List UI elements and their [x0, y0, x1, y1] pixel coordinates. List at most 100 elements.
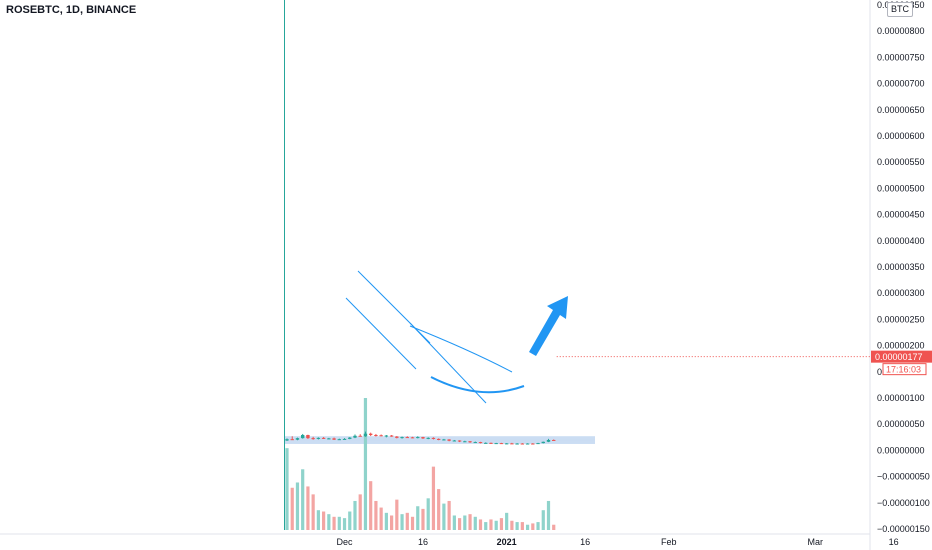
volume-bar — [541, 510, 545, 530]
candle-body — [306, 434, 310, 439]
volume-bar — [536, 522, 540, 530]
candle-body — [384, 435, 389, 437]
volume-bar — [494, 520, 498, 530]
candle-body — [337, 439, 341, 441]
y-tick-label: 0.00000600 — [877, 131, 925, 141]
candle-body — [353, 435, 357, 438]
candle-body — [327, 438, 331, 440]
channel-line-mid — [409, 322, 487, 404]
volume-bar — [358, 494, 362, 530]
countdown-tag — [882, 363, 927, 376]
last-price-label: 0.00000177 — [875, 352, 923, 362]
candle-body — [484, 442, 488, 444]
last-price-tag — [871, 350, 932, 363]
volume-bar — [327, 514, 331, 530]
candle-body — [348, 437, 352, 439]
volume-bar — [416, 506, 420, 530]
y-tick-label: 0.00000300 — [877, 288, 925, 298]
candle-body — [478, 442, 483, 444]
candle-body — [541, 441, 545, 444]
volume-bar — [384, 512, 388, 530]
candle-body — [473, 442, 477, 444]
volume-bar — [510, 520, 514, 530]
x-tick-label: Mar — [807, 537, 823, 547]
candle-body — [395, 436, 399, 438]
y-tick-label: 0.00000500 — [877, 183, 925, 193]
candle-body — [410, 437, 415, 439]
volume-bar — [442, 503, 446, 530]
volume-bar — [531, 523, 535, 530]
y-tick-label: 0.00000200 — [877, 341, 925, 351]
volume-bar — [374, 500, 378, 530]
y-tick-label: 0.00000650 — [877, 105, 925, 115]
volume-bar — [489, 519, 493, 530]
volume-bar — [426, 498, 430, 530]
volume-bar — [353, 500, 357, 530]
candle-body — [295, 438, 300, 440]
y-tick-label: −0.00000050 — [877, 472, 930, 482]
volume-bar — [520, 522, 524, 530]
y-tick-label: 0.00000000 — [877, 445, 925, 455]
volume-bar — [468, 514, 472, 530]
volume-bar — [478, 519, 483, 530]
volume-bar — [311, 494, 315, 530]
candle-body — [463, 441, 467, 443]
symbol-title: ROSEBTC, 1D, BINANCE — [6, 4, 137, 16]
candle-body — [285, 439, 289, 441]
countdown-label: 17:16:03 — [886, 365, 921, 375]
x-tick-label: 16 — [418, 537, 428, 547]
y-tick-label: 0.00000750 — [877, 52, 925, 62]
candle-body — [316, 437, 321, 439]
candle-body — [431, 437, 436, 439]
volume-bar — [400, 514, 404, 530]
volume-bar — [515, 522, 519, 530]
volume-bar — [452, 515, 456, 530]
candle-body — [332, 438, 336, 440]
horizontal-zone — [285, 436, 595, 441]
y-tick-label: 0.00000250 — [877, 314, 925, 324]
volume-bar — [316, 510, 320, 530]
candle-body — [290, 439, 294, 441]
candle-body — [536, 443, 540, 445]
y-tick-label: 0.00000050 — [877, 419, 925, 429]
candle-body — [546, 439, 551, 442]
volume-bar — [290, 487, 294, 530]
candle-body — [510, 443, 514, 445]
x-tick-label: 2021 — [497, 537, 517, 547]
candle-body — [436, 438, 441, 440]
candle-body — [363, 433, 368, 437]
candle-body — [358, 435, 362, 437]
x-tick-label: 16 — [889, 537, 899, 547]
candle-body — [499, 443, 504, 445]
volume-bar — [285, 448, 289, 530]
volume-bar — [363, 398, 368, 530]
channel-line-lower — [345, 297, 417, 370]
y-tick-label: 0.00000550 — [877, 157, 925, 167]
horizontal-zone — [285, 439, 595, 444]
candle-body — [552, 439, 556, 441]
volume-bar — [301, 469, 305, 530]
candle-body — [374, 434, 378, 436]
volume-bar — [379, 507, 383, 530]
volume-bar — [431, 466, 436, 530]
volume-bar — [421, 508, 425, 530]
x-tick-label: Dec — [337, 537, 354, 547]
candle-body — [531, 443, 535, 445]
candle-body — [515, 443, 519, 445]
candle-body — [520, 443, 525, 445]
candle-body — [525, 443, 530, 445]
candle-body — [416, 437, 420, 439]
volume-bar — [348, 511, 352, 530]
y-tick-label: −0.00000150 — [877, 524, 930, 534]
currency-badge[interactable]: BTC — [887, 2, 913, 17]
volume-bar — [295, 482, 300, 530]
x-tick-label: Feb — [661, 537, 677, 547]
candle-body — [457, 440, 462, 442]
candle-body — [426, 437, 430, 439]
candle-body — [321, 437, 326, 439]
y-tick-label: 0.00000100 — [877, 393, 925, 403]
volume-bar — [463, 515, 467, 530]
candle-body — [489, 442, 493, 444]
y-tick-label: 0.00000800 — [877, 26, 925, 36]
